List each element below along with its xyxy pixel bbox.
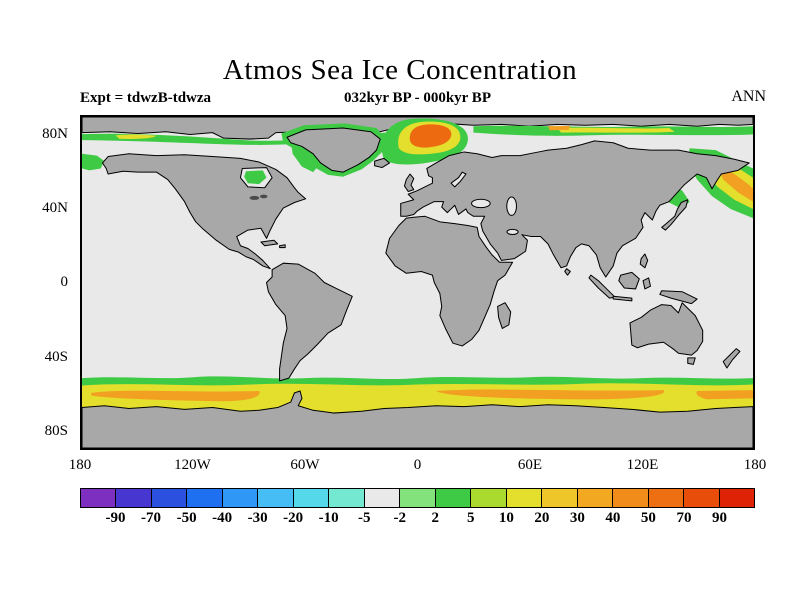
colorbar-tick-label: 20 bbox=[534, 510, 550, 526]
experiment-label: Expt = tdwzB-tdwza bbox=[80, 90, 212, 106]
colorbar-segment bbox=[577, 489, 613, 507]
colorbar-tick-label: 2 bbox=[431, 510, 440, 526]
lon-tick-label: 120W bbox=[174, 457, 211, 473]
lat-tick-label: 40N bbox=[42, 200, 68, 217]
colorbar-tick-label: 90 bbox=[711, 510, 727, 526]
persian-gulf bbox=[506, 228, 519, 236]
colorbar-tick-label: 30 bbox=[569, 510, 585, 526]
island-hispaniola bbox=[279, 244, 286, 249]
page-title: Atmos Sea Ice Concentration bbox=[222, 54, 578, 86]
colorbar-tick-label: 10 bbox=[498, 510, 514, 526]
island-japan bbox=[661, 199, 689, 231]
island-madagascar bbox=[497, 302, 512, 329]
colorbar-segment bbox=[364, 489, 400, 507]
colorbar-segment bbox=[648, 489, 684, 507]
colorbar-segment bbox=[329, 489, 364, 507]
island-tasmania bbox=[687, 357, 696, 365]
island-cuba bbox=[260, 239, 279, 247]
colorbar-segment bbox=[400, 489, 435, 507]
greenland-sea-anomaly bbox=[381, 118, 468, 165]
continent-africa bbox=[385, 215, 514, 347]
colorbar-tick-label: -30 bbox=[247, 510, 268, 526]
island-new-guinea bbox=[659, 290, 698, 305]
great-lakes bbox=[249, 194, 268, 200]
hudson-bay-ice bbox=[244, 170, 267, 185]
lat-tick-label: 80N bbox=[42, 125, 68, 142]
colorbar-tick-label: -10 bbox=[318, 510, 339, 526]
lake-east bbox=[260, 194, 268, 199]
island-sri-lanka bbox=[564, 268, 571, 276]
lon-tick-label: 180 bbox=[743, 457, 767, 473]
greenland bbox=[286, 127, 381, 173]
greenland-sea-orange-core bbox=[409, 124, 452, 148]
colorbar-segment bbox=[258, 489, 293, 507]
caspian-sea bbox=[506, 196, 517, 216]
colorbar-segment bbox=[613, 489, 648, 507]
colorbar-tick-label: 5 bbox=[467, 510, 475, 526]
colorbar-tick-label: 40 bbox=[605, 510, 621, 526]
continent-eurasia bbox=[400, 140, 750, 278]
arctic-orange-patch-east bbox=[547, 125, 571, 131]
colorbar-segment bbox=[684, 489, 719, 507]
island-philippines bbox=[639, 253, 649, 269]
lake-west bbox=[249, 195, 260, 200]
colorbar-tick-label: -70 bbox=[141, 510, 162, 526]
island-sumatra bbox=[588, 274, 616, 299]
colorbar-segment bbox=[719, 489, 754, 507]
lon-tick-label: 180 bbox=[68, 457, 92, 473]
baltic-sea bbox=[450, 171, 467, 188]
period-label: 032kyr BP - 000kyr BP bbox=[344, 90, 491, 106]
continent-antarctica bbox=[82, 390, 753, 448]
black-sea bbox=[471, 198, 491, 209]
colorbar-segment bbox=[81, 489, 116, 507]
world-map bbox=[82, 117, 753, 448]
colorbar-segment bbox=[222, 489, 258, 507]
colorbar-segment bbox=[187, 489, 222, 507]
colorbar-segment bbox=[542, 489, 577, 507]
south-ice-orange-2 bbox=[436, 389, 665, 400]
lon-tick-label: 60W bbox=[290, 457, 320, 473]
continent-south-america bbox=[266, 262, 353, 382]
season-label: ANN bbox=[731, 88, 766, 105]
lon-tick-label: 0 bbox=[413, 457, 422, 473]
island-java bbox=[612, 295, 633, 302]
continent-australia bbox=[629, 302, 704, 356]
lon-tick-label: 60E bbox=[517, 457, 543, 473]
colorbar-tick-label: -5 bbox=[357, 510, 371, 526]
colorbar-segment bbox=[471, 489, 506, 507]
south-ice-orange-3 bbox=[696, 390, 753, 400]
colorbar-tick-label: 70 bbox=[676, 510, 692, 526]
island-iceland bbox=[374, 157, 391, 169]
lat-tick-label: 40S bbox=[44, 348, 68, 365]
colorbar-segment bbox=[116, 489, 151, 507]
colorbar-tick-label: -2 bbox=[393, 510, 406, 526]
island-borneo bbox=[618, 271, 640, 290]
colorbar-labels: -90 -70 -50 -40 -30 -20 -10 -5 -2 2 5 10 20 30 40 50 70 9… bbox=[80, 510, 755, 530]
lon-tick-label: 120E bbox=[626, 457, 659, 473]
south-ice-orange-1 bbox=[91, 390, 260, 402]
colorbar-tick-label: -20 bbox=[283, 510, 304, 526]
colorbar-tick-label: -40 bbox=[212, 510, 233, 526]
map-plot-area bbox=[80, 115, 755, 450]
island-britain bbox=[403, 173, 415, 192]
colorbar-segment bbox=[151, 489, 187, 507]
island-sulawesi bbox=[642, 277, 651, 290]
colorbar-tick-label: -90 bbox=[105, 510, 126, 526]
colorbar-segments bbox=[80, 488, 755, 508]
colorbar-tick-label: 50 bbox=[640, 510, 656, 526]
colorbar-segment bbox=[293, 489, 329, 507]
lat-tick-label: 80S bbox=[44, 423, 68, 440]
colorbar-segment bbox=[435, 489, 471, 507]
bering-green-patch bbox=[82, 153, 105, 171]
island-new-zealand bbox=[722, 348, 741, 369]
arctic-yellow-strip-east bbox=[557, 127, 675, 133]
colorbar-segment bbox=[506, 489, 542, 507]
arctic-yellow-patch-west bbox=[115, 134, 157, 139]
lat-tick-label: 0 bbox=[60, 274, 69, 291]
colorbar-tick-label: -50 bbox=[176, 510, 197, 526]
